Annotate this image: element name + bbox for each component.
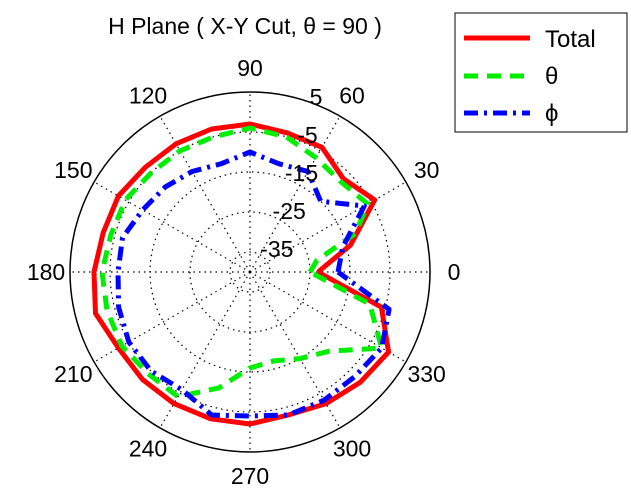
series-line-phi xyxy=(115,149,392,419)
angle-tick-label: 270 xyxy=(231,463,269,489)
chart-title: H Plane ( X-Y Cut, θ = 90 ) xyxy=(108,13,382,39)
legend-label-total: Total xyxy=(545,26,596,53)
series-line-total xyxy=(91,121,392,427)
legend: Total θ ϕ xyxy=(454,12,628,133)
angle-tick-label: 150 xyxy=(54,157,92,183)
angle-tick-label: 90 xyxy=(237,55,263,81)
angle-tick-label: 30 xyxy=(414,157,440,183)
angle-tick-label: 240 xyxy=(129,436,167,462)
grid-ring xyxy=(109,131,391,413)
grid-ring xyxy=(69,91,431,453)
radial-tick-label: -25 xyxy=(273,198,306,224)
legend-box xyxy=(454,12,628,133)
polar-grid xyxy=(69,91,431,453)
legend-label-phi: ϕ xyxy=(545,100,558,127)
grid-ring xyxy=(229,251,271,293)
angle-tick-label: 300 xyxy=(333,436,371,462)
angle-tick-label: 120 xyxy=(129,82,167,108)
angle-tick-label: 0 xyxy=(448,259,461,285)
angle-tick-label: 330 xyxy=(407,361,445,387)
grid-spoke xyxy=(249,271,407,363)
angle-tick-label: 180 xyxy=(27,259,65,285)
tick-labels: 0 30 60 90 120 150 180 210 240 270 300 330 -35 -25 -15… xyxy=(27,55,461,489)
radial-tick-label: -5 xyxy=(297,122,317,148)
grid-spoke xyxy=(249,181,407,273)
grid-spoke xyxy=(249,115,341,273)
angle-tick-label: 60 xyxy=(339,82,365,108)
angle-tick-label: 210 xyxy=(54,361,92,387)
radial-tick-label: -35 xyxy=(260,236,293,262)
radial-tick-label: -15 xyxy=(285,160,318,186)
series-line-theta xyxy=(99,125,385,400)
legend-label-theta: θ xyxy=(545,63,558,90)
series-layer xyxy=(91,121,392,427)
radial-tick-label: 5 xyxy=(310,84,323,110)
